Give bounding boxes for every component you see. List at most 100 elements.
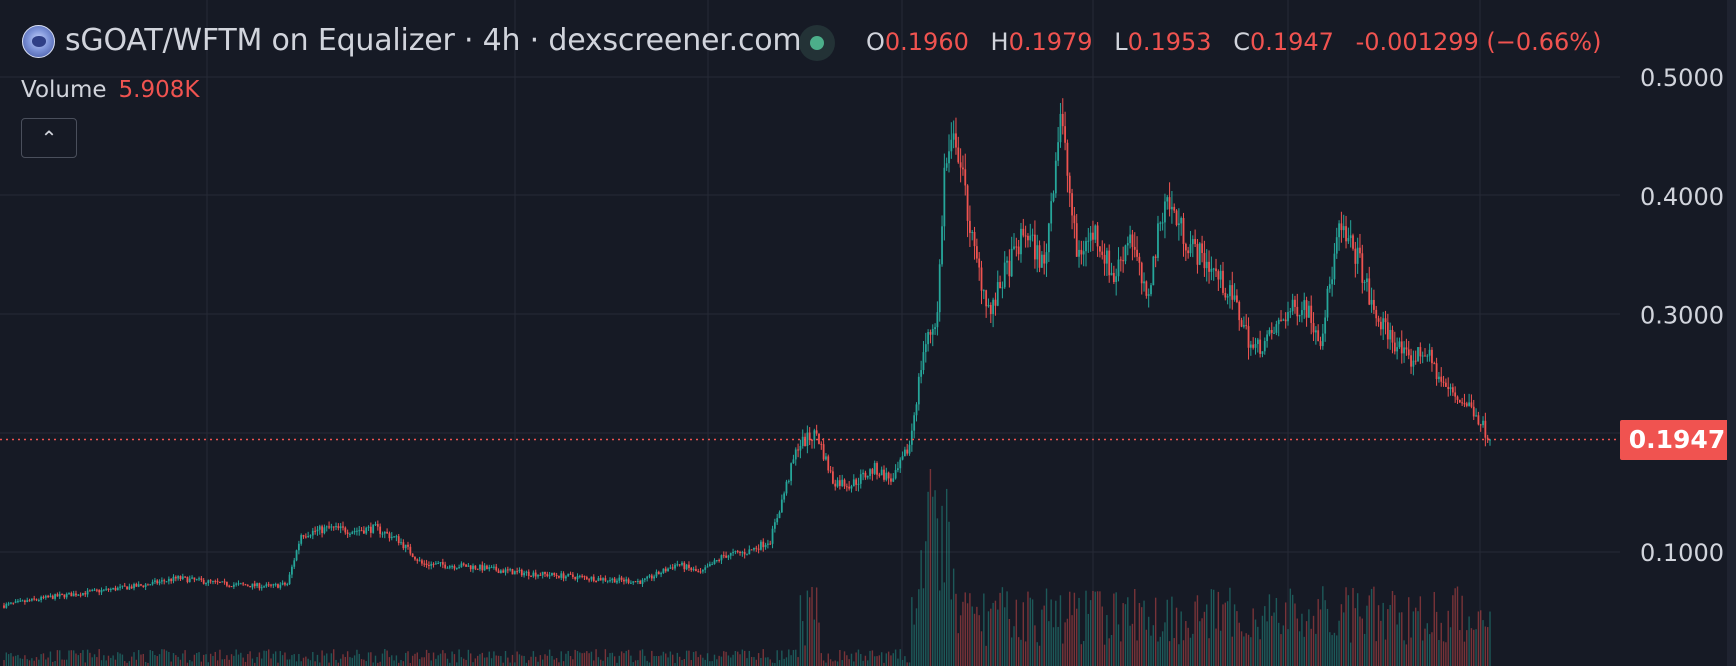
volume-bar: [495, 655, 497, 666]
candle: [625, 576, 628, 584]
volume-bar: [490, 658, 493, 666]
volume-bar: [1150, 635, 1152, 666]
volume-bar: [1029, 597, 1031, 666]
volume-bar: [904, 656, 906, 666]
market-status-indicator[interactable]: [799, 25, 835, 61]
volume-bar: [293, 654, 295, 666]
candle: [530, 575, 532, 577]
volume-bar: [795, 649, 797, 666]
collapse-legend-button[interactable]: ⌃: [21, 118, 77, 158]
candle: [1117, 247, 1120, 282]
candle: [715, 559, 718, 563]
volume-bar: [1326, 608, 1329, 666]
candle: [207, 579, 210, 586]
candle: [569, 571, 572, 575]
volume-bar: [1099, 591, 1101, 666]
candle: [1245, 314, 1248, 330]
candle: [792, 454, 795, 464]
candle: [910, 423, 913, 452]
volume-bar: [1027, 591, 1029, 666]
volume-bar: [876, 656, 878, 666]
candle: [746, 553, 748, 556]
volume-bar: [1020, 639, 1022, 666]
candle: [1256, 337, 1259, 353]
candle: [599, 574, 602, 581]
candle: [416, 558, 419, 564]
candle: [242, 582, 245, 586]
candle: [79, 592, 82, 598]
candle: [1150, 282, 1152, 297]
volume-bar: [1247, 634, 1250, 666]
candle: [304, 533, 307, 539]
candle: [441, 558, 444, 569]
candle: [820, 441, 823, 450]
candle: [1319, 336, 1322, 350]
candle: [177, 575, 180, 581]
candle: [934, 323, 936, 335]
volume-bar: [792, 650, 795, 666]
candle: [246, 584, 249, 587]
volume-bar: [943, 582, 946, 666]
volume-bar: [1468, 616, 1470, 666]
volume-bar: [168, 651, 170, 666]
candle: [404, 544, 407, 553]
volume-bar: [1161, 631, 1164, 666]
volume-bar: [1185, 621, 1187, 666]
volume-bar: [1064, 622, 1066, 666]
volume-bar: [1329, 632, 1331, 666]
y-tick-label: 0.4000: [1640, 183, 1724, 211]
candle: [397, 534, 400, 546]
candle: [469, 565, 472, 572]
volume-bar: [544, 654, 546, 666]
volume-bar: [207, 662, 210, 666]
volume-bar: [681, 660, 683, 666]
candle: [562, 571, 565, 582]
candle: [1040, 251, 1043, 268]
volume-bar: [1254, 619, 1257, 666]
candle: [95, 588, 98, 593]
candle: [636, 578, 639, 585]
candle: [1105, 247, 1108, 276]
volume-bar: [117, 652, 119, 666]
price-axis[interactable]: 0.1000 0.3000 0.4000 0.5000: [1640, 64, 1724, 567]
volume-bar: [1096, 591, 1099, 666]
candle: [1110, 262, 1113, 276]
volume-bar: [372, 662, 374, 666]
volume-bar: [1294, 603, 1296, 666]
candle: [411, 553, 414, 558]
candle: [639, 579, 642, 585]
volume-bar: [567, 650, 569, 666]
volume-bar: [976, 606, 978, 666]
candle: [808, 427, 811, 446]
candle: [903, 446, 906, 457]
candle: [1171, 191, 1173, 224]
volume-bar: [660, 655, 662, 666]
volume-bar: [613, 656, 616, 666]
candle: [123, 582, 126, 587]
candle: [1305, 296, 1308, 327]
volume-bar: [1428, 634, 1431, 666]
volume-bar: [488, 651, 490, 666]
volume-bar: [126, 662, 128, 666]
volume-bar: [40, 654, 42, 666]
candle: [929, 329, 932, 344]
volume-bar: [1435, 611, 1438, 666]
volume-bar: [1219, 630, 1222, 666]
volume-bar: [1071, 615, 1073, 666]
candle: [388, 531, 391, 542]
volume-bar: [1206, 604, 1208, 666]
scrollbar[interactable]: [1727, 0, 1736, 666]
candle: [288, 571, 291, 585]
candle: [200, 575, 203, 582]
candle: [140, 583, 142, 587]
volume-bar: [230, 654, 233, 666]
candle: [277, 583, 279, 589]
candle: [952, 120, 955, 149]
volume-bar: [1152, 625, 1155, 666]
volume-bar: [785, 657, 788, 666]
volume-bar: [407, 651, 409, 666]
volume-bar: [7, 654, 10, 666]
candle: [1073, 206, 1076, 239]
candle: [365, 526, 368, 535]
